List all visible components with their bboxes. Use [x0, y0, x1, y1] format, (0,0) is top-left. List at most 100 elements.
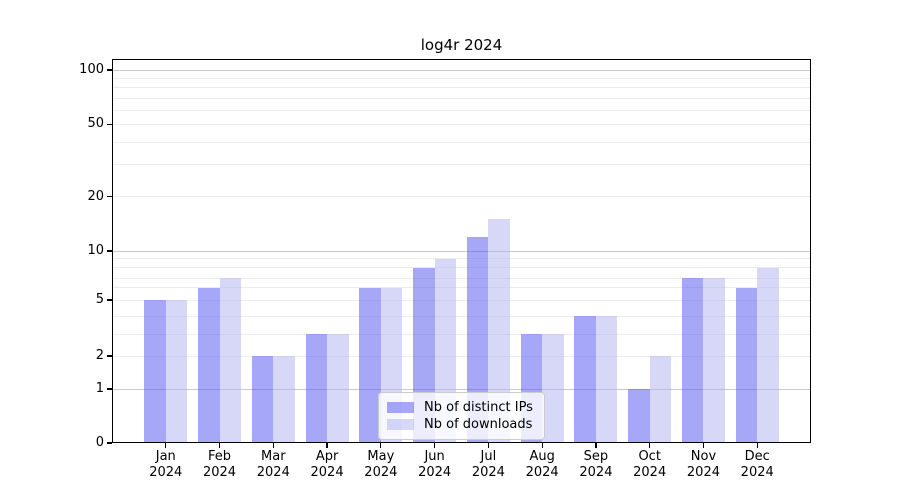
x-tick-label: Jan 2024: [138, 449, 194, 481]
y-tick: [107, 69, 112, 71]
y-tick-label: 50: [87, 116, 104, 132]
minor-gridline: [113, 97, 810, 99]
minor-gridline: [113, 77, 810, 79]
minor-gridline: [113, 333, 810, 335]
x-tick: [218, 443, 221, 448]
bar-downloads: [165, 300, 188, 443]
bar-distinct-ips: [681, 278, 704, 443]
x-tick: [649, 443, 651, 448]
minor-gridline: [113, 277, 810, 279]
bar-downloads: [595, 316, 618, 443]
bar-distinct-ips: [735, 287, 758, 443]
x-tick-year: 2024: [149, 465, 183, 480]
x-tick: [487, 443, 489, 448]
x-tick-label: Mar 2024: [245, 449, 301, 481]
y-tick-label: 100: [79, 62, 104, 77]
x-tick-year: 2024: [471, 465, 505, 480]
bar-distinct-ips: [359, 287, 381, 443]
y-tick-label: 20: [87, 188, 104, 204]
minor-gridline: [113, 267, 810, 268]
x-tick-label: Aug 2024: [514, 449, 570, 481]
minor-gridline: [113, 315, 810, 317]
bar-downloads: [488, 219, 510, 443]
y-tick-label: 5: [95, 292, 104, 307]
x-tick-year: 2024: [686, 465, 720, 480]
minor-gridline: [113, 287, 810, 288]
x-tick-month: May: [367, 449, 395, 464]
minor-gridline: [113, 299, 810, 301]
legend-entry-downloads: Nb of downloads: [387, 416, 536, 432]
x-tick-month: Jun: [424, 449, 445, 464]
x-tick-year: 2024: [633, 465, 667, 480]
x-tick-month: Apr: [315, 449, 339, 464]
minor-gridline: [113, 141, 810, 143]
x-tick-month: Jul: [480, 449, 497, 464]
x-tick: [165, 443, 167, 448]
y-tick: [107, 442, 112, 444]
major-gridline: [113, 250, 810, 252]
minor-gridline: [113, 87, 810, 89]
bar-distinct-ips: [628, 389, 650, 443]
bar-distinct-ips: [144, 300, 166, 443]
minor-gridline: [113, 164, 810, 166]
minor-gridline: [113, 355, 810, 357]
legend-swatch-distinct-ips: [387, 401, 414, 413]
bar-downloads: [542, 334, 564, 443]
x-tick: [380, 443, 382, 448]
bar-distinct-ips: [198, 287, 220, 443]
y-tick-label: 2: [95, 348, 104, 363]
x-tick-month: Oct: [638, 449, 661, 464]
minor-gridline: [113, 123, 810, 125]
x-tick-month: Feb: [208, 449, 232, 464]
x-tick-label: Jul 2024: [460, 449, 516, 481]
x-tick-label: May 2024: [353, 449, 409, 481]
x-tick-month: Mar: [261, 449, 286, 464]
x-tick: [595, 443, 597, 448]
x-tick-label: Jun 2024: [407, 449, 463, 481]
y-tick: [107, 299, 112, 301]
bar-distinct-ips: [466, 236, 489, 443]
minor-gridline: [113, 258, 810, 259]
y-tick-label: 0: [95, 435, 104, 450]
x-tick-year: 2024: [418, 465, 452, 480]
x-tick: [434, 443, 436, 448]
bar-downloads: [273, 356, 295, 443]
x-tick-month: Nov: [690, 449, 717, 464]
x-tick-label: Oct 2024: [622, 449, 678, 481]
minor-gridline: [113, 196, 810, 197]
legend-swatch-downloads: [387, 418, 414, 430]
x-tick-year: 2024: [579, 465, 613, 480]
x-tick-year: 2024: [740, 465, 774, 480]
x-tick-month: Aug: [529, 449, 555, 464]
bar-distinct-ips: [574, 316, 596, 443]
y-tick-label: 1: [95, 381, 104, 396]
y-tick-label: 10: [87, 243, 104, 258]
y-tick: [107, 388, 112, 390]
bar-distinct-ips: [251, 356, 274, 443]
x-tick-month: Jan: [155, 449, 176, 464]
chart-title: log4r 2024: [420, 36, 503, 54]
y-tick: [107, 195, 112, 198]
bar-distinct-ips: [305, 334, 328, 443]
bar-downloads: [649, 356, 672, 443]
y-tick: [107, 123, 112, 126]
y-tick: [107, 355, 112, 357]
bar-downloads: [703, 278, 725, 443]
x-tick-year: 2024: [310, 465, 344, 480]
bar-downloads: [219, 278, 242, 443]
x-tick: [702, 443, 705, 448]
legend-label-distinct-ips: Nb of distinct IPs: [424, 399, 533, 415]
x-tick: [272, 443, 274, 448]
x-tick: [326, 443, 328, 448]
minor-gridline: [113, 109, 810, 111]
x-tick-month: Sep: [583, 449, 609, 464]
bar-downloads: [327, 334, 349, 443]
major-gridline: [113, 69, 810, 71]
legend-entry-distinct-ips: Nb of distinct IPs: [387, 399, 536, 415]
y-tick: [107, 250, 112, 252]
bar-downloads: [757, 267, 779, 443]
x-tick-label: Feb 2024: [192, 449, 248, 481]
x-tick-year: 2024: [364, 465, 398, 480]
x-tick-label: Dec 2024: [729, 449, 785, 481]
